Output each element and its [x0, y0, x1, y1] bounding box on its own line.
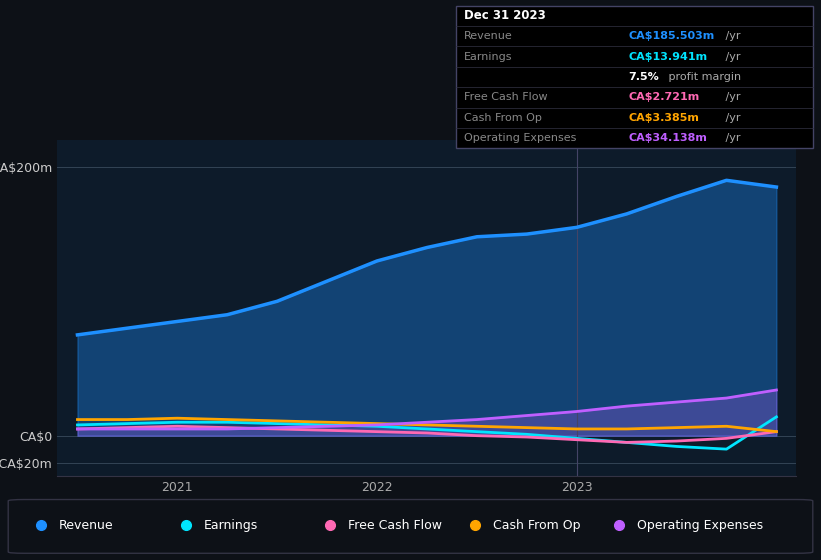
Text: Free Cash Flow: Free Cash Flow [464, 92, 548, 102]
Text: Earnings: Earnings [464, 52, 512, 62]
Text: profit margin: profit margin [665, 72, 741, 82]
Text: CA$185.503m: CA$185.503m [628, 31, 714, 41]
Text: Free Cash Flow: Free Cash Flow [348, 519, 442, 531]
Text: Cash From Op: Cash From Op [493, 519, 580, 531]
Text: CA$34.138m: CA$34.138m [628, 133, 707, 143]
Text: Earnings: Earnings [204, 519, 258, 531]
Text: Cash From Op: Cash From Op [464, 113, 542, 123]
Text: Dec 31 2023: Dec 31 2023 [464, 10, 546, 22]
Text: CA$2.721m: CA$2.721m [628, 92, 699, 102]
Text: CA$13.941m: CA$13.941m [628, 52, 707, 62]
Text: Operating Expenses: Operating Expenses [637, 519, 764, 531]
Text: Operating Expenses: Operating Expenses [464, 133, 576, 143]
Text: CA$3.385m: CA$3.385m [628, 113, 699, 123]
Text: Revenue: Revenue [59, 519, 114, 531]
Text: /yr: /yr [722, 31, 741, 41]
Text: Revenue: Revenue [464, 31, 512, 41]
Text: /yr: /yr [722, 92, 741, 102]
Text: /yr: /yr [722, 133, 741, 143]
Text: /yr: /yr [722, 52, 741, 62]
Text: /yr: /yr [722, 113, 741, 123]
Text: 7.5%: 7.5% [628, 72, 658, 82]
